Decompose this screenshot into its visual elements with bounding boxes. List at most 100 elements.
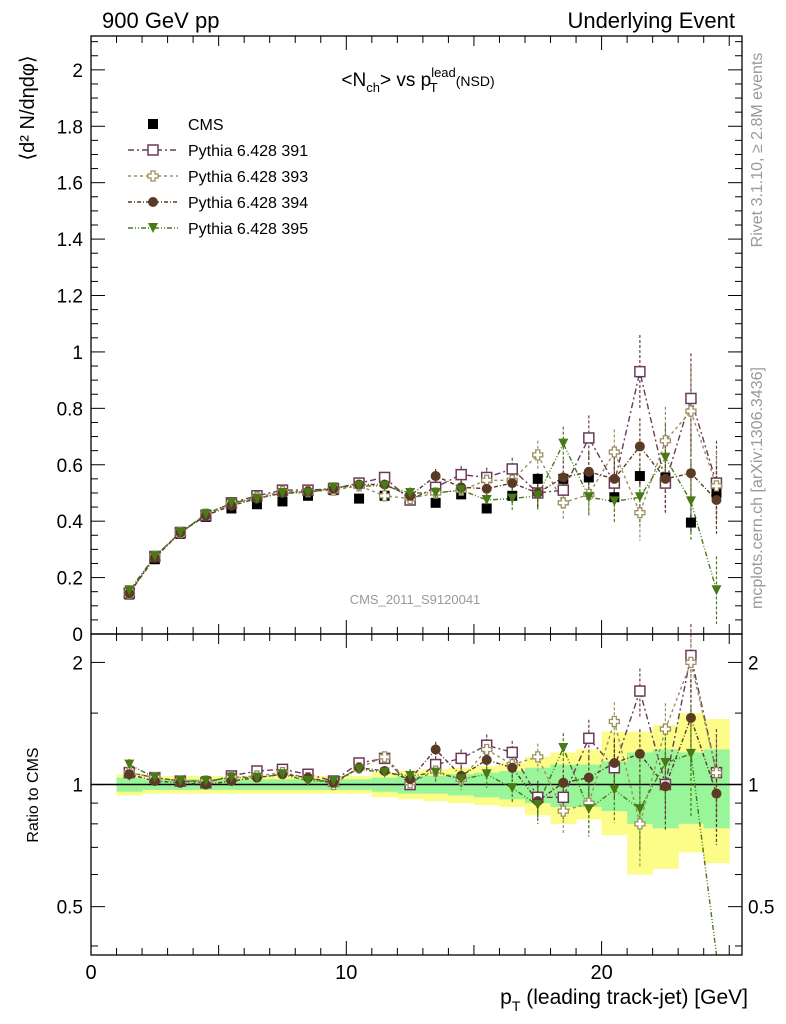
header-left: 900 GeV pp (102, 8, 219, 33)
main-y-tick-label: 1.8 (57, 117, 83, 138)
point-pythia-6-428-395 (583, 492, 594, 503)
main-y-tick-label: 0 (72, 625, 83, 646)
point-pythia-6-428-395 (379, 480, 390, 491)
ratio-point-pythia-6-428-395 (532, 800, 543, 811)
point-pythia-6-428-391 (583, 432, 595, 444)
point-pythia-6-428-395 (200, 509, 211, 520)
legend-marker-pythia-6-428-395 (148, 223, 158, 233)
point-pythia-6-428-394 (481, 483, 492, 494)
point-pythia-6-428-393 (557, 497, 569, 509)
axes-frames (90, 35, 743, 956)
legend-marker-pythia-6-428-394 (148, 197, 158, 207)
ratio-point-pythia-6-428-391 (583, 732, 595, 745)
ratio-point-pythia-6-428-393 (557, 805, 569, 817)
ratio-point-pythia-6-428-395 (660, 757, 671, 768)
ratio-y-tick-label-left: 0.5 (57, 898, 83, 919)
title-superscript: lead (431, 65, 456, 80)
analysis-watermark: CMS_2011_S9120041 (350, 592, 481, 607)
ratio-point-pythia-6-428-395 (379, 767, 390, 778)
point-pythia-6-428-394 (685, 468, 696, 479)
main-y-tick-label: 0.8 (57, 399, 83, 420)
header-right: Underlying Event (567, 8, 735, 33)
ratio-uncertainty-bands (91, 713, 742, 875)
ratio-point-pythia-6-428-395 (634, 804, 645, 815)
ratio-point-pythia-6-428-395 (558, 743, 569, 754)
point-pythia-6-428-391 (455, 468, 467, 481)
ratio-point-pythia-6-428-395 (583, 804, 594, 815)
point-pythia-6-428-395 (405, 487, 416, 498)
main-y-tick-label: 1.4 (57, 230, 84, 251)
ratio-point-pythia-6-428-394 (507, 762, 518, 773)
line-pythia-6-428-393 (128, 409, 718, 594)
main-y-tick-label: 0.4 (57, 512, 84, 533)
ratio-point-pythia-6-428-391 (634, 685, 646, 697)
point-pythia-6-428-393 (608, 446, 621, 458)
legend: CMS Pythia 6.428 391 Pythia 6.428 393 Pythi… (128, 117, 308, 238)
legend-marker-cms (148, 119, 158, 129)
point-pythia-6-428-395 (124, 585, 135, 596)
point-pythia-6-428-394 (634, 441, 645, 452)
point-pythia-6-428-394 (507, 478, 518, 489)
ratio-point-pythia-6-428-395 (354, 764, 365, 775)
ratio-point-pythia-6-428-395 (277, 769, 288, 780)
ratio-point-pythia-6-428-391 (557, 791, 570, 804)
point-pythia-6-428-394 (583, 466, 594, 477)
legend-label-pythia-6-428-395: Pythia 6.428 395 (188, 221, 308, 238)
x-title-subscript: T (512, 998, 521, 1014)
point-pythia-6-428-393 (710, 480, 723, 492)
ratio-point-pythia-6-428-395 (405, 770, 416, 781)
title-part: > vs p (380, 70, 431, 91)
point-cms (354, 493, 365, 504)
ratio-point-pythia-6-428-395 (200, 776, 211, 787)
point-pythia-6-428-395 (149, 551, 160, 562)
point-pythia-6-428-395 (711, 585, 722, 596)
point-pythia-6-428-391 (557, 484, 570, 496)
point-pythia-6-428-395 (609, 496, 620, 507)
x-tick-label: 0 (85, 962, 96, 984)
point-pythia-6-428-395 (277, 487, 288, 498)
ratio-point-pythia-6-428-393 (685, 656, 697, 669)
legend-label-pythia-6-428-394: Pythia 6.428 394 (188, 195, 308, 212)
x-tick-label: 20 (590, 962, 612, 984)
ratio-point-pythia-6-428-395 (124, 759, 135, 770)
point-pythia-6-428-395 (634, 492, 645, 503)
ratio-point-pythia-6-428-393 (532, 751, 544, 763)
point-cms (583, 472, 594, 483)
ratio-point-pythia-6-428-395 (685, 748, 696, 759)
mcplots-reference-label: mcplots.cern.ch [arXiv:1306.3436] (749, 367, 766, 609)
ratio-point-pythia-6-428-394 (481, 754, 492, 765)
ratio-point-pythia-6-428-394 (711, 788, 722, 799)
point-cms (711, 487, 722, 498)
point-pythia-6-428-391 (506, 463, 518, 475)
point-pythia-6-428-394 (430, 471, 441, 482)
ratio-point-pythia-6-428-391 (455, 752, 467, 765)
point-pythia-6-428-393 (378, 490, 391, 502)
point-pythia-6-428-395 (430, 487, 441, 498)
point-pythia-6-428-394 (660, 473, 671, 484)
point-pythia-6-428-393 (685, 405, 697, 417)
legend-label-pythia-6-428-391: Pythia 6.428 391 (188, 143, 308, 160)
point-pythia-6-428-395 (558, 438, 569, 449)
legend-marker-pythia-6-428-393 (147, 170, 159, 182)
title-subscript: T (430, 80, 438, 95)
ratio-point-pythia-6-428-395 (507, 783, 518, 794)
ratio-point-pythia-6-428-395 (430, 767, 441, 778)
point-cms (251, 499, 262, 510)
line-pythia-6-428-395 (128, 441, 718, 591)
ratio-point-pythia-6-428-394 (685, 712, 696, 723)
point-pythia-6-428-395 (660, 452, 671, 463)
point-pythia-6-428-395 (354, 480, 365, 491)
ratio-point-pythia-6-428-395 (251, 772, 262, 783)
line-pythia-6-428-391 (128, 371, 718, 594)
x-tick-label: 10 (335, 962, 357, 984)
main-y-tick-label: 2 (72, 61, 83, 82)
ratio-point-pythia-6-428-395 (175, 776, 186, 787)
point-cms (481, 503, 492, 514)
ratio-point-pythia-6-428-394 (430, 744, 441, 755)
point-cms (532, 473, 543, 484)
main-y-axis-label: ⟨d² N/dηdφ⟩ (17, 55, 39, 160)
main-y-tick-label: 0.2 (57, 569, 83, 590)
point-pythia-6-428-391 (685, 392, 697, 405)
point-cms (685, 517, 696, 528)
